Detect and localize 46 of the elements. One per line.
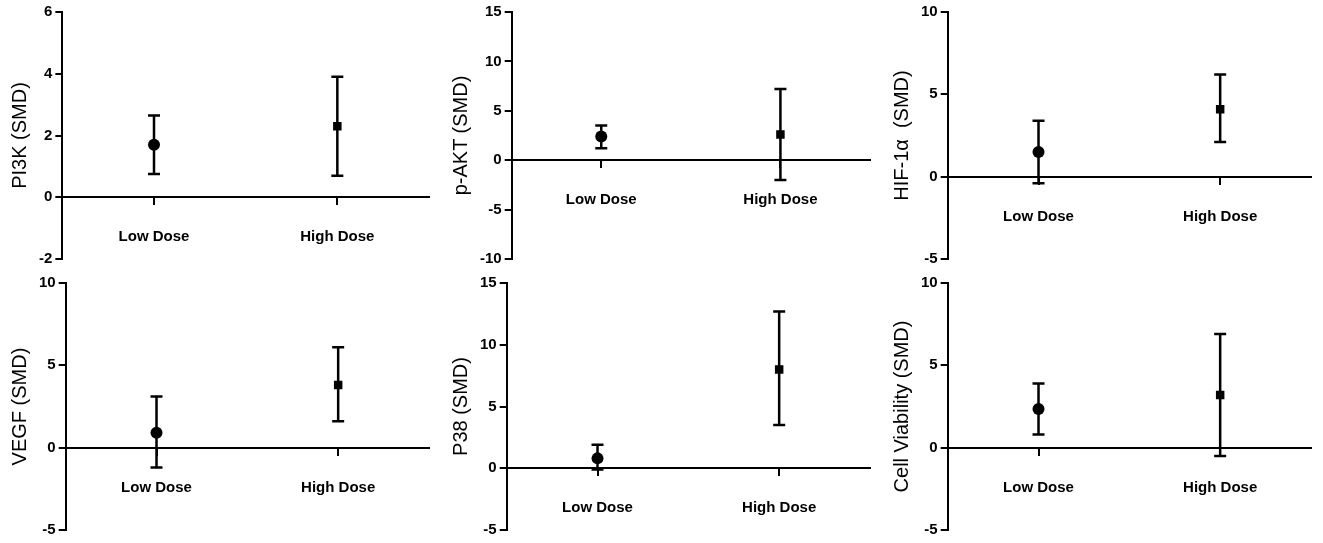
y-axis-title: Cell Viability (SMD) [889, 320, 912, 493]
x-tick-label: High Dose [1183, 206, 1258, 224]
y-tick-label: -5 [488, 199, 502, 217]
x-tick-label: High Dose [742, 498, 817, 516]
y-tick-label: 5 [488, 396, 497, 414]
x-tick-label: Low Dose [1003, 477, 1074, 495]
y-tick-label: 10 [921, 2, 938, 20]
x-tick-label: Low Dose [562, 498, 633, 516]
y-tick-label: 10 [921, 273, 938, 291]
y-tick-label: 5 [929, 355, 938, 373]
y-tick-label: -10 [479, 249, 502, 267]
y-axis-title: P38 (SMD) [448, 357, 471, 456]
y-tick-label: 0 [47, 437, 56, 455]
y-tick-label: -5 [924, 520, 938, 538]
y-tick-label: -5 [483, 520, 497, 538]
y-tick-label: 5 [929, 84, 938, 102]
y-axis-title: p-AKT (SMD) [448, 75, 471, 196]
y-tick-label: 0 [493, 150, 502, 168]
y-tick-label: 10 [484, 51, 502, 69]
x-tick-label: Low Dose [121, 477, 192, 495]
y-axis-title: PI3K (SMD) [7, 82, 30, 189]
x-tick-label: High Dose [743, 190, 818, 208]
y-tick-label: 10 [480, 334, 497, 352]
y-tick-label: 5 [493, 100, 502, 118]
y-tick-label: -5 [924, 249, 938, 267]
y-axis-title: HIF-1α (SMD) [889, 70, 912, 201]
y-tick-label: 0 [43, 187, 53, 205]
x-tick-label: Low Dose [565, 190, 637, 208]
x-tick-label: High Dose [301, 477, 376, 495]
y-tick-label: 4 [43, 63, 53, 81]
y-tick-label: 15 [484, 2, 502, 20]
x-tick-label: High Dose [1183, 477, 1258, 495]
y-tick-label: 0 [488, 458, 497, 476]
x-tick-label: High Dose [300, 227, 375, 245]
y-tick-label: 0 [929, 437, 938, 455]
x-tick-label: Low Dose [1003, 206, 1074, 224]
y-tick-label: 0 [929, 166, 938, 184]
y-tick-label: 6 [43, 2, 53, 20]
y-tick-label: 2 [43, 125, 53, 143]
y-tick-label: 15 [480, 273, 497, 291]
y-tick-label: -2 [38, 249, 53, 267]
y-tick-label: -5 [42, 520, 56, 538]
y-axis-title: VEGF (SMD) [7, 347, 30, 466]
y-tick-label: 10 [39, 273, 56, 291]
x-tick-label: Low Dose [118, 227, 190, 245]
y-tick-label: 5 [47, 355, 56, 373]
